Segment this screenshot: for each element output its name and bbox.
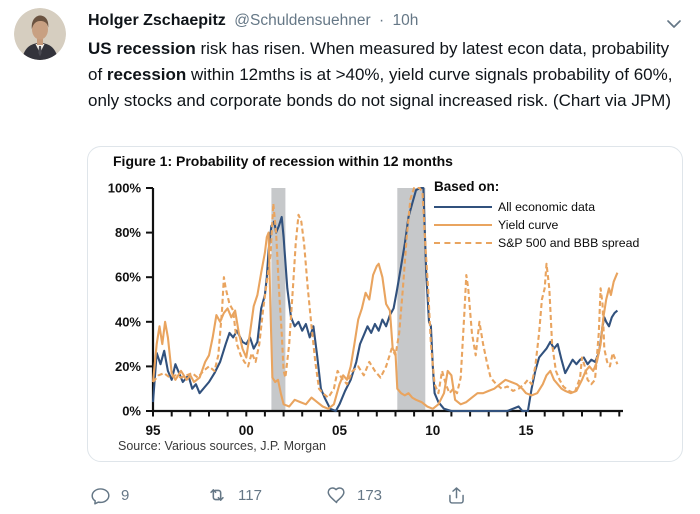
like-count: 173 xyxy=(357,486,383,504)
x-axis-label: 05 xyxy=(332,423,348,438)
y-axis-label: 20% xyxy=(115,359,141,374)
avatar[interactable] xyxy=(14,8,66,60)
x-axis-label: 10 xyxy=(425,423,440,438)
reply-button[interactable]: 9 xyxy=(90,485,206,506)
author-handle[interactable]: @Schuldensuehner xyxy=(234,12,371,29)
recession-band xyxy=(271,188,286,411)
chart-title: Figure 1: Probability of recession withi… xyxy=(113,153,453,169)
heart-icon xyxy=(327,486,345,503)
recession-probability-chart: 0% 20% 40% 60% 80% 100% 95 00 05 10 15 xyxy=(108,181,623,438)
legend-line-swatch xyxy=(434,242,492,244)
y-axis-label: 80% xyxy=(115,225,141,240)
meta-separator: · xyxy=(378,12,385,29)
x-axis-label: 95 xyxy=(145,423,161,438)
retweet-button[interactable]: 117 xyxy=(206,484,326,506)
retweet-count: 117 xyxy=(238,486,262,504)
legend-title: Based on: xyxy=(434,179,500,194)
legend-line-swatch xyxy=(434,206,492,208)
legend-item: All economic data xyxy=(434,198,639,216)
tweet-text: US recession risk has risen. When measur… xyxy=(88,39,673,110)
series-yield-curve xyxy=(151,231,619,410)
tweet-timestamp: 10h xyxy=(392,12,419,29)
chevron-down-icon xyxy=(667,20,681,28)
reply-count: 9 xyxy=(121,486,130,504)
legend-label: Yield curve xyxy=(498,218,559,232)
y-axis-label: 0% xyxy=(122,404,141,419)
y-axis-label: 60% xyxy=(115,270,141,285)
reply-bubble-icon xyxy=(91,487,110,505)
author-name[interactable]: Holger Zschaepitz xyxy=(88,12,226,29)
like-button[interactable]: 173 xyxy=(326,485,446,506)
chart-legend: Based on: All economic data Yield curve S&… xyxy=(434,179,639,252)
legend-label: All economic data xyxy=(498,200,596,214)
chart-source: Source: Various sources, J.P. Morgan xyxy=(118,439,326,453)
legend-label: S&P 500 and BBB spread xyxy=(498,236,640,250)
series-s-p-500-and-bbb-spread xyxy=(152,186,619,399)
legend-item: S&P 500 and BBB spread xyxy=(434,234,639,252)
tweet-header: Holger Zschaepitz @Schuldensuehner · 10h xyxy=(88,12,418,30)
tweet-image-chart[interactable]: 0% 20% 40% 60% 80% 100% 95 00 05 10 15 Figure 1: P… xyxy=(87,146,683,462)
more-button[interactable] xyxy=(664,14,686,36)
x-axis-label: 00 xyxy=(239,423,254,438)
y-axis-label: 40% xyxy=(115,314,141,329)
profile-photo xyxy=(14,8,66,60)
share-button[interactable] xyxy=(446,485,467,506)
y-axis-label: 100% xyxy=(108,181,142,196)
retweet-arrows-icon xyxy=(210,489,224,501)
x-axis-label: 15 xyxy=(518,423,534,438)
legend-item: Yield curve xyxy=(434,216,639,234)
tweet-actions: 9 117 173 xyxy=(90,484,560,506)
share-icon xyxy=(449,486,464,504)
legend-line-swatch xyxy=(434,224,492,226)
series-all-economic-data xyxy=(151,186,619,413)
